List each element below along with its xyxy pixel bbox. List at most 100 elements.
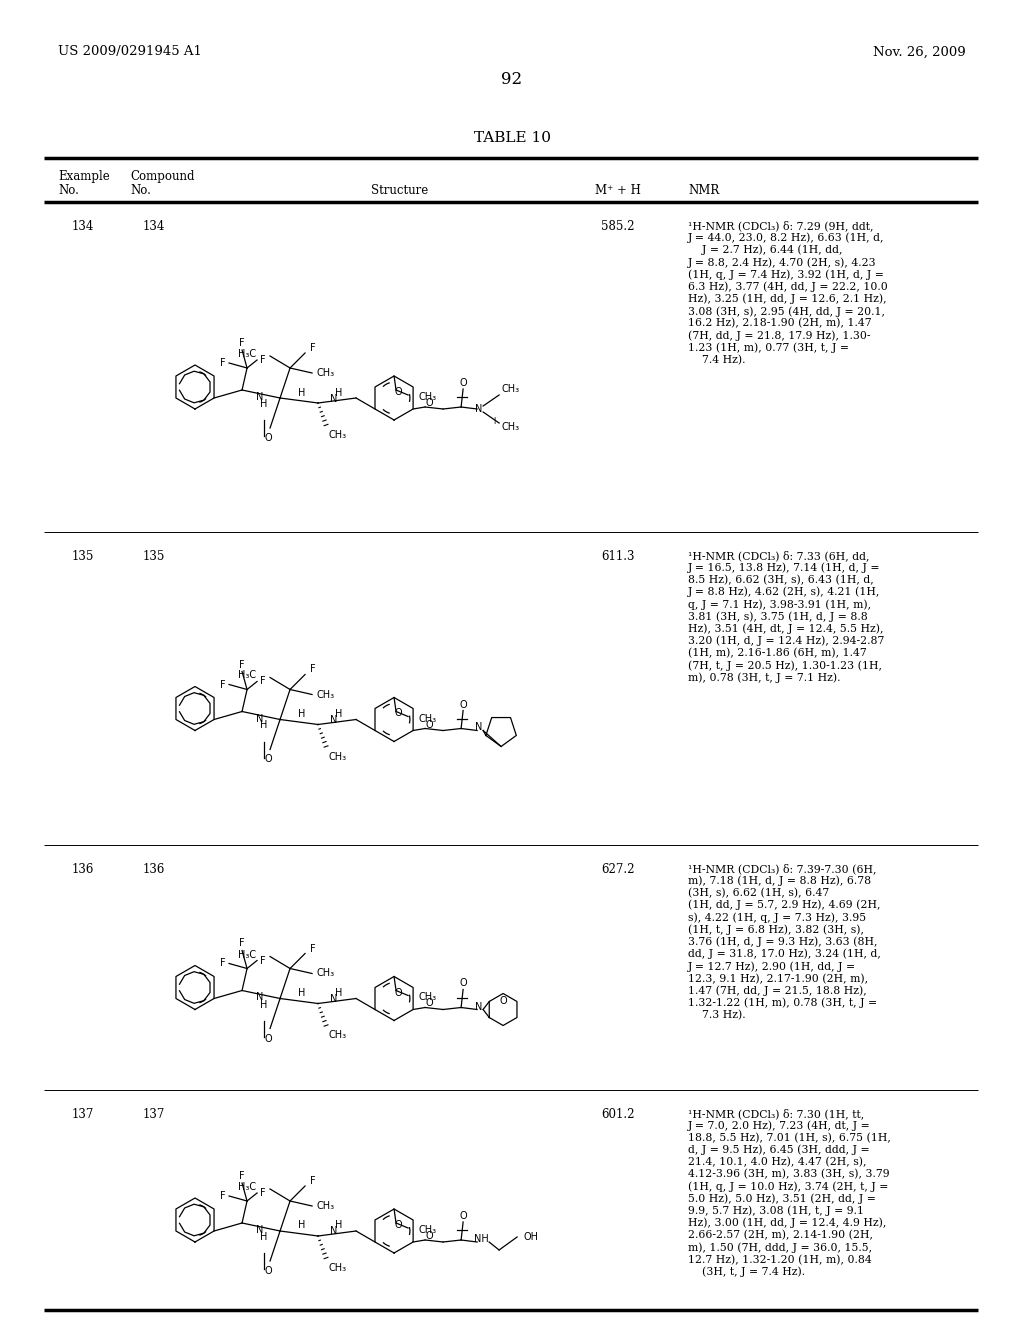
Text: H₃C: H₃C [238,949,256,960]
Text: 135: 135 [143,550,165,564]
Text: O: O [425,399,433,408]
Text: 92: 92 [502,71,522,88]
Text: CH₃: CH₃ [418,714,436,723]
Text: H: H [336,987,343,998]
Text: N: N [331,393,338,404]
Text: NH: NH [474,1234,488,1243]
Text: 137: 137 [143,1107,165,1121]
Text: H: H [298,388,306,397]
Text: O: O [394,709,401,718]
Text: 601.2: 601.2 [601,1107,635,1121]
Text: O: O [394,387,401,397]
Text: OH: OH [523,1232,538,1242]
Text: CH₃: CH₃ [328,1263,346,1272]
Text: N: N [331,1226,338,1237]
Text: 136: 136 [72,863,94,876]
Text: N: N [331,994,338,1005]
Text: O: O [425,719,433,730]
Text: O: O [425,1232,433,1241]
Text: N: N [256,392,264,403]
Text: H: H [336,388,343,397]
Text: M⁺ + H: M⁺ + H [595,183,641,197]
Text: F: F [310,664,315,675]
Text: CH₃: CH₃ [316,969,334,978]
Text: ¹H-NMR (CDCl₃) δ: 7.33 (6H, dd,
J = 16.5, 13.8 Hz), 7.14 (1H, d, J =
8.5 Hz), 6.: ¹H-NMR (CDCl₃) δ: 7.33 (6H, dd, J = 16.5… [688,550,885,682]
Text: N: N [331,715,338,725]
Text: CH₃: CH₃ [328,1031,346,1040]
Text: O: O [500,997,507,1006]
Text: N: N [475,1002,482,1011]
Text: 611.3: 611.3 [601,550,635,564]
Text: O: O [460,978,467,989]
Text: F: F [220,958,226,969]
Text: CH₃: CH₃ [328,751,346,762]
Text: CH₃: CH₃ [316,689,334,700]
Text: F: F [240,939,245,949]
Text: 137: 137 [72,1107,94,1121]
Text: O: O [394,1220,401,1230]
Text: ¹H-NMR (CDCl₃) δ: 7.29 (9H, ddt,
J = 44.0, 23.0, 8.2 Hz), 6.63 (1H, d,
    J = 2: ¹H-NMR (CDCl₃) δ: 7.29 (9H, ddt, J = 44.… [688,220,888,366]
Text: 135: 135 [72,550,94,564]
Text: F: F [260,1188,266,1199]
Text: N: N [475,722,482,733]
Text: CH₃: CH₃ [418,1225,436,1236]
Text: NMR: NMR [688,183,719,197]
Text: H: H [298,1221,306,1230]
Text: ¹H-NMR (CDCl₃) δ: 7.30 (1H, tt,
J = 7.0, 2.0 Hz), 7.23 (4H, dt, J =
18.8, 5.5 Hz: ¹H-NMR (CDCl₃) δ: 7.30 (1H, tt, J = 7.0,… [688,1107,891,1276]
Text: US 2009/0291945 A1: US 2009/0291945 A1 [58,45,202,58]
Text: O: O [394,987,401,998]
Text: O: O [264,1034,271,1044]
Text: F: F [240,1171,245,1181]
Text: H: H [298,709,306,719]
Text: I: I [493,417,496,425]
Text: H: H [298,987,306,998]
Text: N: N [256,714,264,723]
Text: CH₃: CH₃ [501,422,519,432]
Text: 136: 136 [143,863,165,876]
Text: CH₃: CH₃ [316,368,334,378]
Text: F: F [220,680,226,689]
Text: F: F [240,338,245,348]
Text: Example: Example [58,170,110,183]
Text: H₃C: H₃C [238,348,256,359]
Text: CH₃: CH₃ [418,392,436,403]
Text: F: F [310,343,315,352]
Text: O: O [264,433,271,444]
Text: H: H [336,1221,343,1230]
Text: O: O [425,998,433,1008]
Text: H: H [336,709,343,719]
Text: O: O [460,378,467,388]
Text: H: H [260,999,267,1010]
Text: TABLE 10: TABLE 10 [473,131,551,145]
Text: O: O [460,1210,467,1221]
Text: F: F [260,956,266,965]
Text: F: F [310,1176,315,1185]
Text: 585.2: 585.2 [601,220,635,234]
Text: No.: No. [58,183,79,197]
Text: 134: 134 [143,220,165,234]
Text: N: N [256,993,264,1002]
Text: F: F [310,944,315,953]
Text: CH₃: CH₃ [328,430,346,440]
Text: H: H [260,721,267,730]
Text: F: F [220,358,226,368]
Text: Nov. 26, 2009: Nov. 26, 2009 [873,45,966,58]
Text: H: H [260,399,267,409]
Text: CH₃: CH₃ [501,384,519,393]
Text: Structure: Structure [372,183,429,197]
Text: H₃C: H₃C [238,1181,256,1192]
Text: O: O [264,1266,271,1276]
Text: 134: 134 [72,220,94,234]
Text: O: O [264,755,271,764]
Text: O: O [460,700,467,710]
Text: F: F [260,676,266,686]
Text: CH₃: CH₃ [316,1201,334,1210]
Text: Compound: Compound [130,170,195,183]
Text: F: F [220,1191,226,1201]
Text: 627.2: 627.2 [601,863,635,876]
Text: No.: No. [130,183,151,197]
Text: H: H [260,1232,267,1242]
Text: ¹H-NMR (CDCl₃) δ: 7.39-7.30 (6H,
m), 7.18 (1H, d, J = 8.8 Hz), 6.78
(3H, s), 6.6: ¹H-NMR (CDCl₃) δ: 7.39-7.30 (6H, m), 7.1… [688,863,881,1020]
Text: F: F [260,355,266,366]
Text: N: N [475,404,482,414]
